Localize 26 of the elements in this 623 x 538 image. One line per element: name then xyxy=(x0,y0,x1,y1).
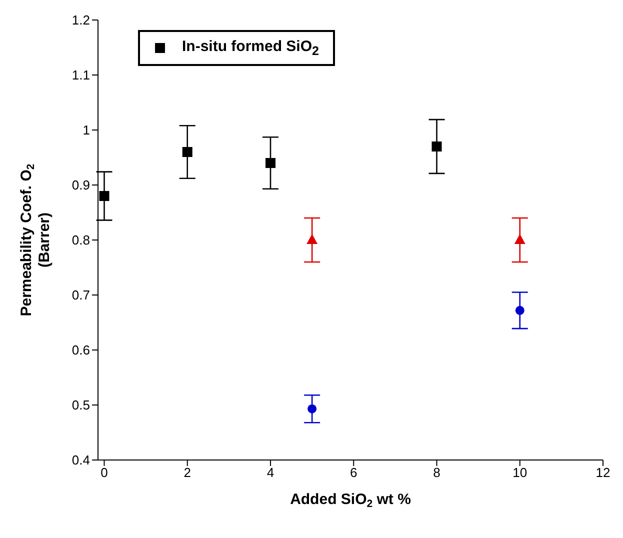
point xyxy=(514,234,526,244)
x-tick-label: 8 xyxy=(433,465,440,480)
y-tick-label: 0.8 xyxy=(72,232,90,248)
point xyxy=(432,142,442,152)
legend-label: In-situ formed SiO$_{2}$ xyxy=(182,38,319,58)
point xyxy=(182,147,192,157)
y-tick-label: 1.2 xyxy=(72,12,90,28)
y-tick-label: 0.6 xyxy=(72,342,90,358)
y-tick-label: 0.7 xyxy=(72,288,90,303)
y-tick-label: 0.5 xyxy=(72,398,90,413)
x-tick-label: 10 xyxy=(512,465,528,480)
y-tick-label: 1 xyxy=(82,122,90,138)
point xyxy=(308,404,317,414)
point xyxy=(99,191,110,201)
point xyxy=(306,234,318,244)
point xyxy=(265,158,276,168)
x-axis-title: Added SiO$_{2}$ wt % xyxy=(290,491,411,510)
x-tick-label: 2 xyxy=(184,465,191,480)
x-tick-label: 6 xyxy=(350,465,358,480)
y-tick-label: 1.1 xyxy=(72,68,90,83)
x-tick-label: 12 xyxy=(596,465,610,480)
y-tick-label: 0.4 xyxy=(72,452,90,468)
x-tick-label: 4 xyxy=(266,465,274,480)
x-tick-label: 0 xyxy=(100,465,108,480)
point xyxy=(515,306,524,315)
y-tick-label: 0.9 xyxy=(72,178,90,193)
